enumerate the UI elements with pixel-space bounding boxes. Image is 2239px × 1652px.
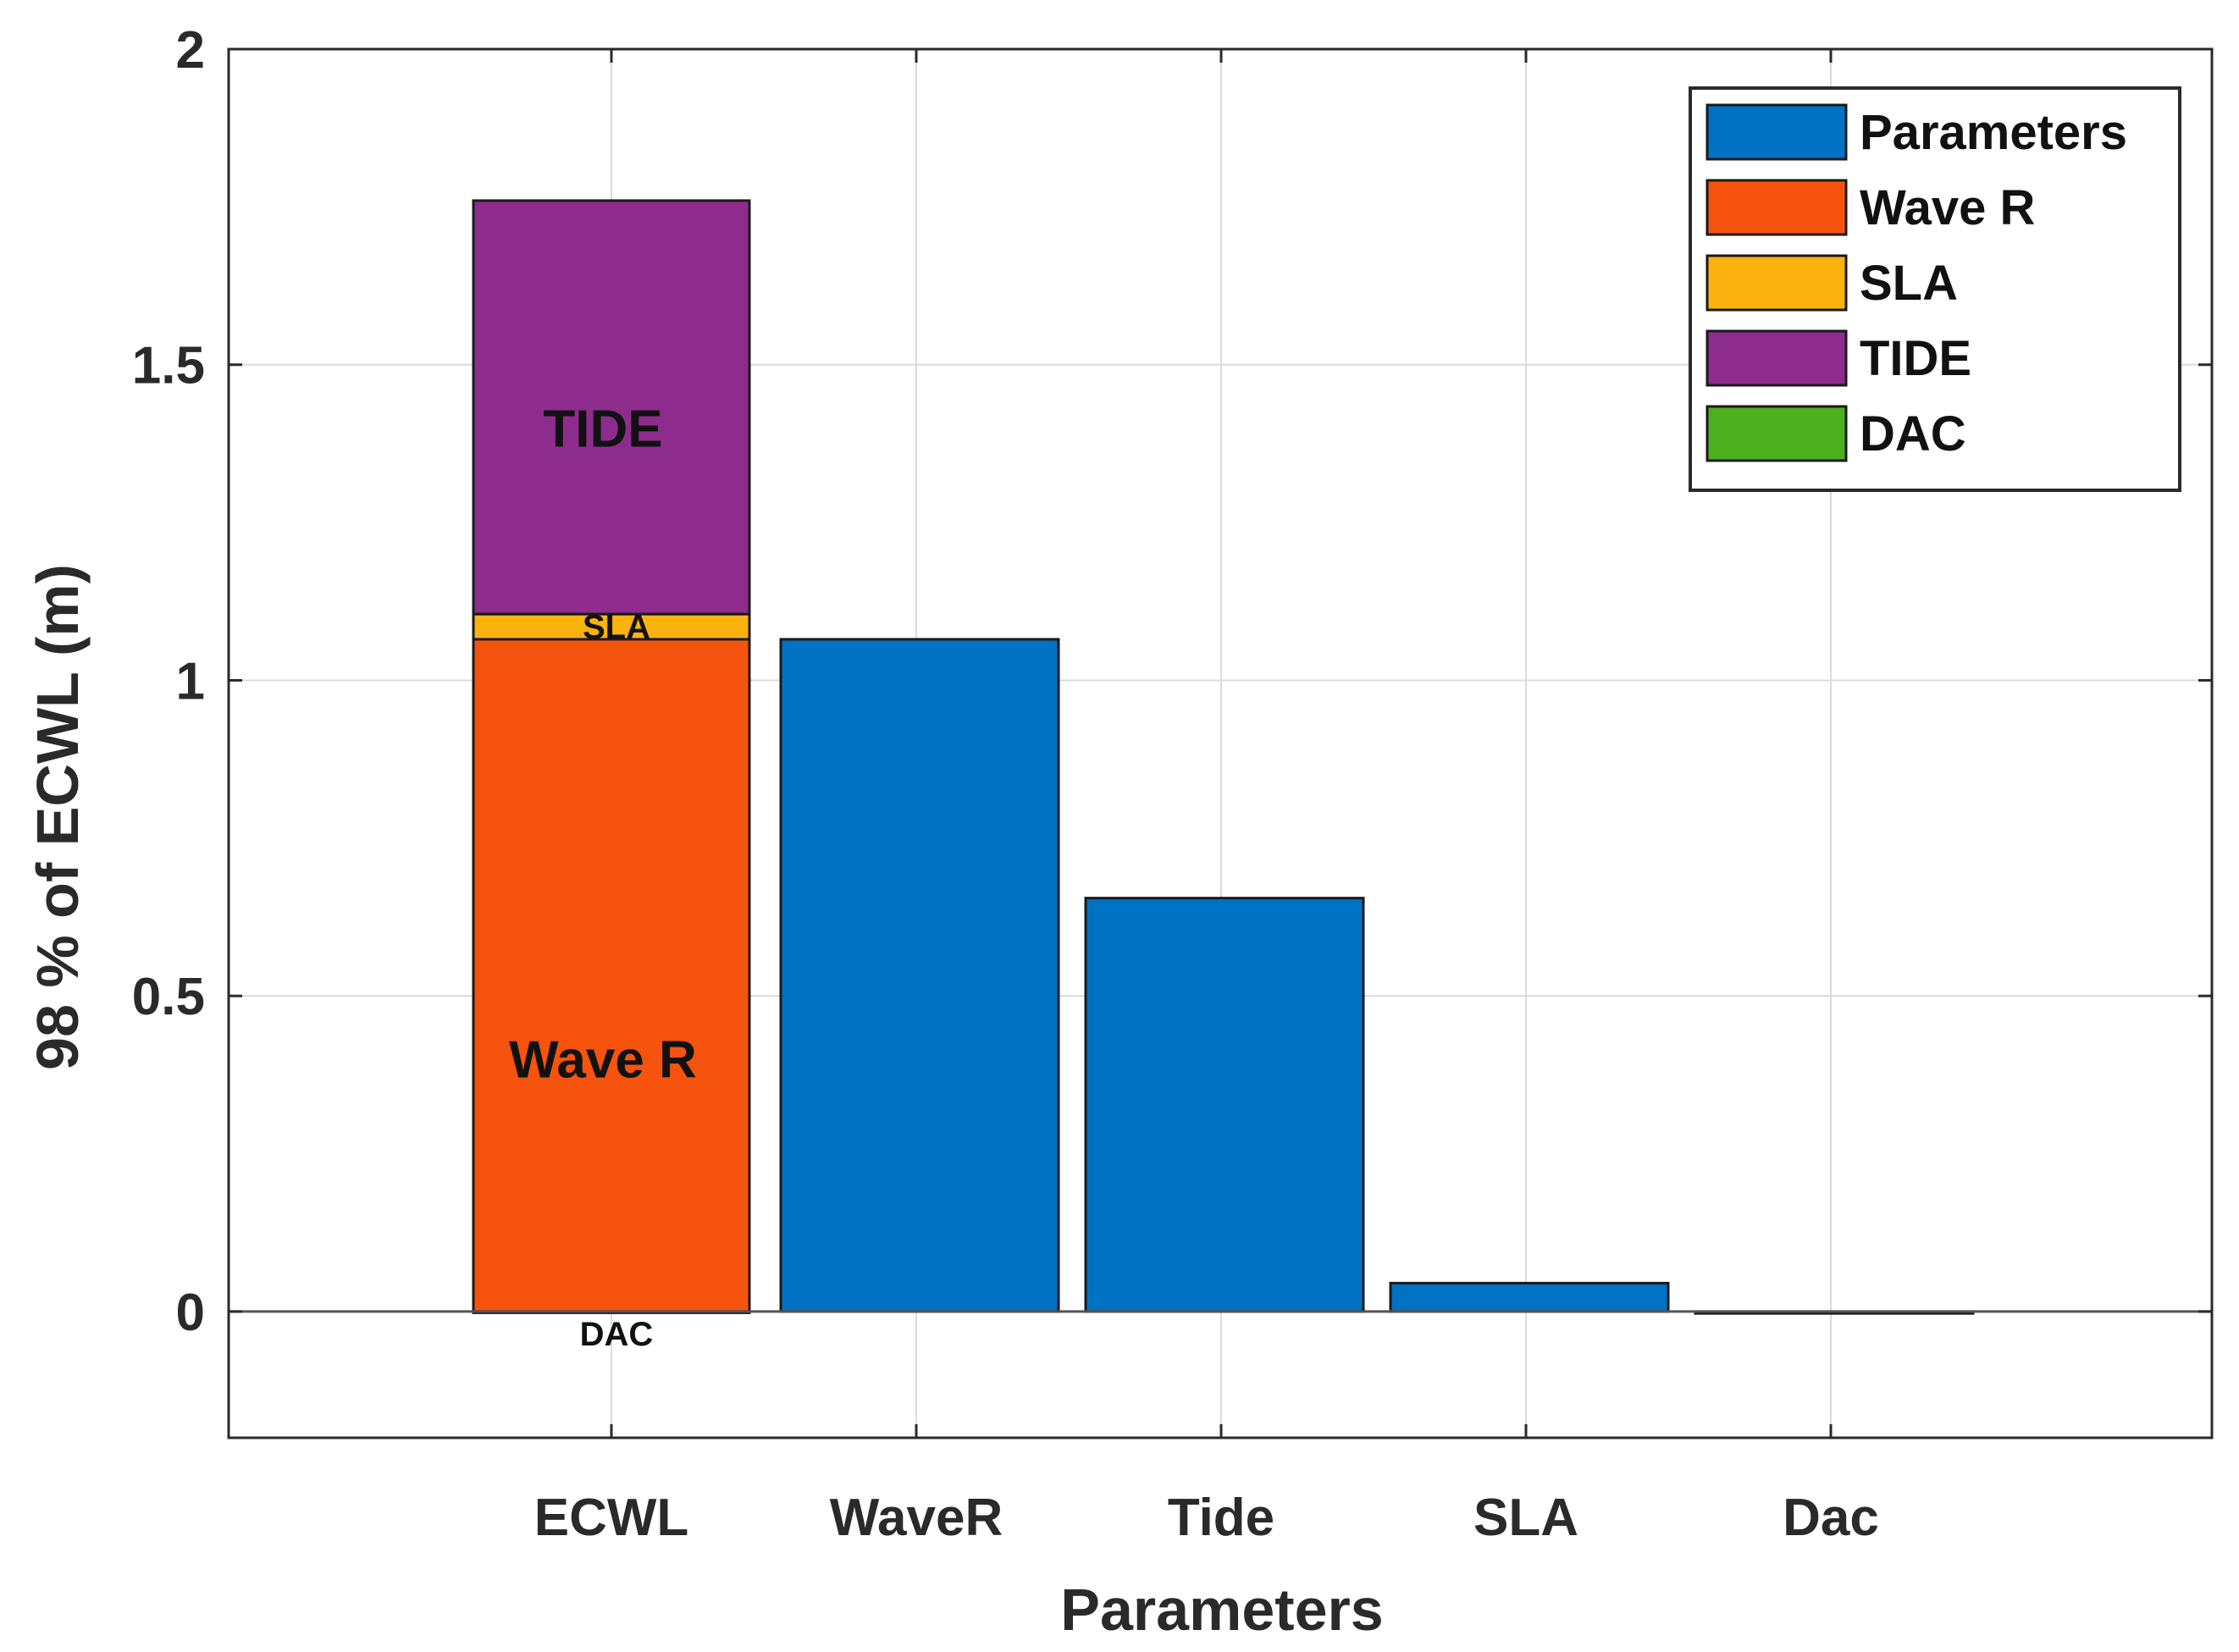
legend-swatch-wave-r (1706, 179, 1848, 236)
legend-swatch-dac (1706, 405, 1848, 462)
stacked-segment-tide (472, 199, 751, 616)
legend-swatch-tide (1706, 329, 1848, 387)
y-tick-label: 0 (176, 1284, 205, 1342)
bar-sla (1389, 1281, 1670, 1313)
y-tick-label: 0.5 (132, 968, 205, 1026)
legend-swatch-parameters (1706, 103, 1848, 161)
legend-swatch-sla (1706, 254, 1848, 312)
legend-label-tide: TIDE (1860, 331, 1971, 386)
x-tick-label: SLA (1473, 1489, 1578, 1547)
segment-label-dac: DAC (580, 1316, 654, 1353)
segment-label-wave-r: Wave R (509, 1031, 697, 1090)
legend-label-dac: DAC (1860, 406, 1966, 461)
legend-label-wave-r: Wave R (1860, 180, 2035, 235)
x-tick-label: Dac (1783, 1489, 1879, 1547)
x-tick-label: WaveR (830, 1489, 1003, 1547)
y-tick-label: 1 (176, 652, 205, 710)
segment-label-sla: SLA (583, 609, 650, 646)
bar-layer (472, 199, 1975, 1315)
legend-label-sla: SLA (1860, 256, 1958, 311)
y-tick-label: 1.5 (132, 337, 205, 395)
x-tick-label: ECWL (534, 1489, 689, 1547)
stacked-segment-wave-r (472, 638, 751, 1313)
x-tick-label: Tide (1168, 1489, 1274, 1547)
bar-tide (1084, 897, 1365, 1313)
legend-label-parameters: Parameters (1860, 105, 2127, 160)
x-axis-title: Parameters (1060, 1577, 1383, 1643)
label-layer: 0 0.5 1 1.5 2 ECWL WaveR Tide SLA Dac Wave R TIDE SL… (132, 21, 1879, 1547)
axes-layer (227, 47, 2214, 1439)
y-axis-title: 98 % of ECWL (m) (25, 564, 91, 1070)
y-tick-label: 2 (176, 21, 205, 80)
segment-label-tide: TIDE (543, 400, 662, 458)
legend: Parameters Wave R SLA TIDE DAC (1689, 86, 2181, 492)
bar-waver (779, 638, 1060, 1313)
